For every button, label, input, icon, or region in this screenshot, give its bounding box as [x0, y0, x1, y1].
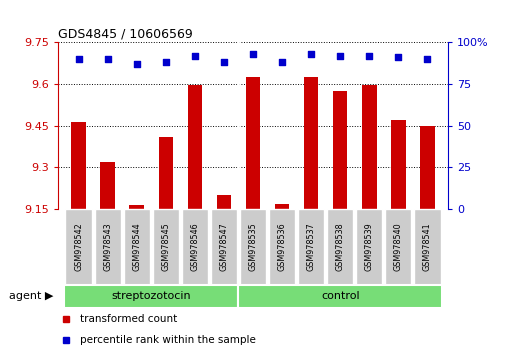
Point — [220, 59, 228, 65]
Point — [365, 53, 373, 59]
Bar — [361, 85, 376, 209]
Text: agent ▶: agent ▶ — [9, 291, 53, 302]
Bar — [71, 121, 86, 209]
Text: percentile rank within the sample: percentile rank within the sample — [79, 335, 255, 345]
Bar — [384, 209, 411, 285]
Bar — [419, 126, 434, 209]
Bar — [327, 209, 352, 285]
Text: GSM978542: GSM978542 — [74, 223, 83, 271]
Text: GSM978535: GSM978535 — [248, 223, 257, 271]
Point — [393, 55, 401, 60]
Text: GSM978543: GSM978543 — [103, 223, 112, 271]
Bar — [269, 209, 294, 285]
Point — [277, 59, 285, 65]
Text: GSM978545: GSM978545 — [161, 223, 170, 271]
Point — [307, 51, 315, 57]
Text: GDS4845 / 10606569: GDS4845 / 10606569 — [58, 28, 192, 41]
Text: streptozotocin: streptozotocin — [111, 291, 191, 302]
Point — [423, 56, 431, 62]
Bar — [211, 209, 236, 285]
Text: GSM978547: GSM978547 — [219, 223, 228, 271]
Text: GSM978540: GSM978540 — [393, 223, 402, 271]
Bar — [414, 209, 440, 285]
Bar — [94, 209, 121, 285]
Bar — [158, 137, 173, 209]
Bar — [65, 209, 91, 285]
Point — [335, 53, 343, 59]
Bar — [297, 209, 324, 285]
Bar — [153, 209, 178, 285]
Bar — [239, 209, 266, 285]
Bar — [181, 209, 208, 285]
Point — [190, 53, 198, 59]
Text: transformed count: transformed count — [79, 314, 177, 324]
Point — [104, 56, 112, 62]
Text: GSM978541: GSM978541 — [422, 223, 431, 271]
Bar — [123, 209, 149, 285]
Text: control: control — [320, 291, 359, 302]
Bar — [245, 77, 260, 209]
Text: GSM978539: GSM978539 — [364, 223, 373, 271]
Text: GSM978537: GSM978537 — [306, 223, 315, 271]
Bar — [64, 285, 238, 308]
Bar — [216, 195, 231, 209]
Point — [248, 51, 257, 57]
Bar — [187, 85, 201, 209]
Bar — [356, 209, 382, 285]
Point — [74, 56, 82, 62]
Point — [132, 61, 140, 67]
Bar — [304, 77, 318, 209]
Bar — [274, 204, 289, 209]
Text: GSM978536: GSM978536 — [277, 223, 286, 271]
Bar — [100, 162, 115, 209]
Bar — [332, 91, 347, 209]
Bar — [390, 120, 405, 209]
Bar — [129, 205, 144, 209]
Text: GSM978546: GSM978546 — [190, 223, 199, 271]
Point — [162, 59, 170, 65]
Text: GSM978538: GSM978538 — [335, 223, 344, 271]
Text: GSM978544: GSM978544 — [132, 223, 141, 271]
Bar — [238, 285, 441, 308]
